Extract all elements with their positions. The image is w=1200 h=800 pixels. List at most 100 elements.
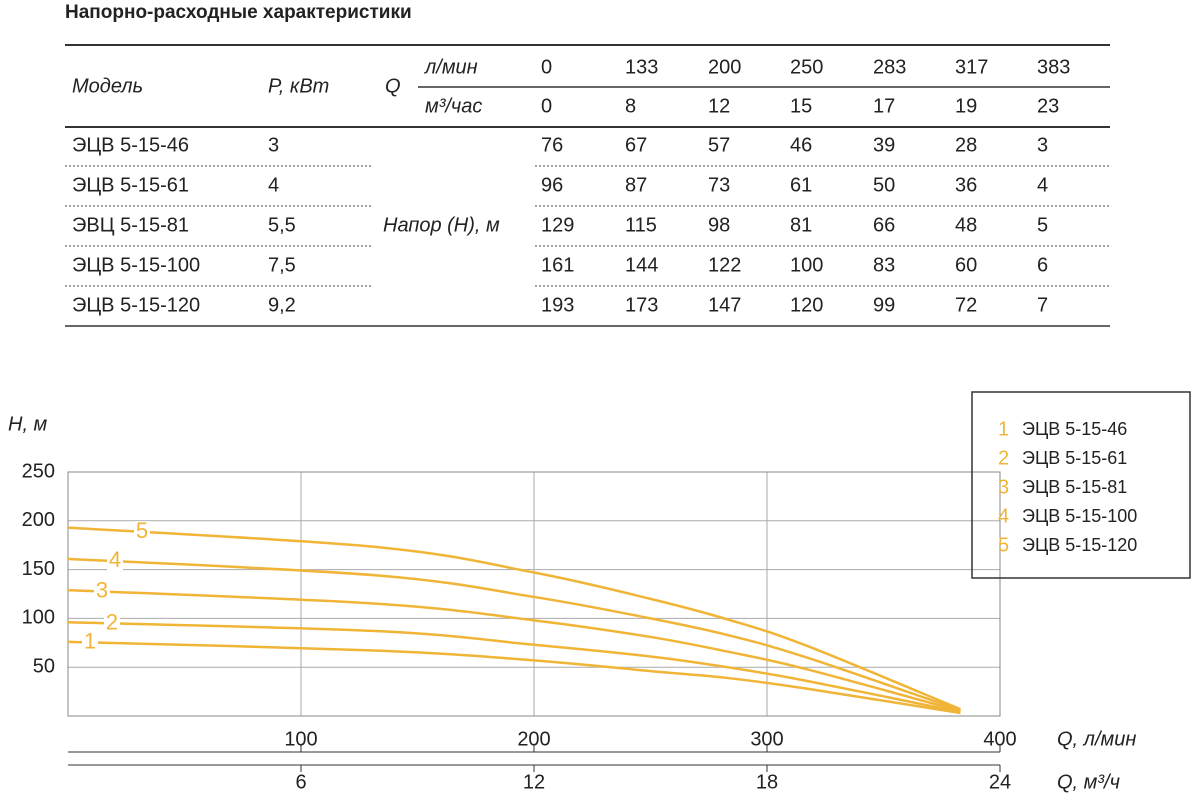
legend-number: 2 [998, 447, 1009, 469]
curve-label: 1 [84, 628, 96, 653]
cell: 73 [708, 174, 730, 196]
legend-label: ЭЦВ 5-15-120 [1022, 535, 1137, 555]
cell: 120 [790, 294, 823, 316]
line [67, 621, 961, 714]
cell: 46 [790, 134, 812, 156]
cell: 36 [955, 174, 977, 196]
legend [971, 391, 1191, 579]
cell: 57 [708, 134, 730, 156]
cell: 60 [955, 254, 977, 276]
cell: 6 [1037, 254, 1048, 276]
title: Напорно-расходные характеристики [65, 2, 412, 23]
cell: 5,5 [268, 214, 296, 236]
cell: 144 [625, 254, 658, 276]
x2-tick-label: 12 [523, 771, 545, 793]
cell: 76 [541, 134, 563, 156]
cell: 9,2 [268, 294, 296, 316]
legend-label: ЭЦВ 5-15-61 [1022, 448, 1127, 468]
cell: 115 [625, 214, 657, 236]
cell: ЭЦВ 5-15-100 [72, 254, 200, 276]
x-tick-label: 100 [284, 728, 317, 750]
header-cell: 317 [955, 56, 988, 78]
cell: 81 [790, 214, 812, 236]
label-bg [82, 631, 98, 654]
legend-label: ЭЦВ 5-15-46 [1022, 419, 1127, 439]
label-bg [104, 612, 120, 635]
x-tick-label: 400 [983, 728, 1016, 750]
header-cell: P, кВт [268, 75, 329, 97]
cell: 39 [873, 134, 895, 156]
header-cell: 250 [790, 56, 823, 78]
x2-axis-label: Q, м³/ч [1057, 771, 1120, 793]
cell: 96 [541, 174, 563, 196]
x-tick-label: 300 [750, 728, 783, 750]
x2-tick-label: 24 [989, 771, 1011, 793]
cell: 173 [625, 294, 658, 316]
cell: 129 [541, 214, 574, 236]
cell: 4 [1037, 174, 1048, 196]
label-bg [94, 580, 110, 603]
cell: 50 [873, 174, 895, 196]
cell: 61 [790, 174, 812, 196]
cell: ЭЦВ 5-15-61 [72, 174, 189, 196]
y-tick-label: 150 [22, 558, 55, 580]
curve-label: 4 [109, 547, 121, 572]
header-cell: 200 [708, 56, 741, 78]
line [67, 588, 961, 713]
cell: 7,5 [268, 254, 296, 276]
x2-tick-label: 6 [295, 771, 306, 793]
cell: 5 [1037, 214, 1048, 236]
cell: Напор (Н), м [383, 214, 500, 236]
x-tick-label: 200 [517, 728, 550, 750]
cell: 67 [625, 134, 647, 156]
cell: 28 [955, 134, 977, 156]
cell: 161 [541, 254, 574, 276]
legend-label: ЭЦВ 5-15-100 [1022, 506, 1137, 526]
cell: 100 [790, 254, 823, 276]
cell: 72 [955, 294, 977, 316]
header-cell: 8 [625, 95, 636, 117]
header-cell: л/мин [424, 56, 478, 78]
header-cell: 12 [708, 95, 730, 117]
line [67, 640, 961, 715]
header-cell: 23 [1037, 95, 1059, 117]
cell: 83 [873, 254, 895, 276]
y-tick-label: 250 [22, 460, 55, 482]
header-cell: 19 [955, 95, 977, 117]
header-cell: Q [385, 75, 401, 97]
line [67, 526, 961, 711]
cell: 122 [708, 254, 741, 276]
cell: ЭВЦ 5-15-81 [72, 214, 189, 236]
cell: ЭЦВ 5-15-120 [72, 294, 200, 316]
cell: 87 [625, 174, 647, 196]
curve-label: 5 [136, 518, 148, 543]
cell: 7 [1037, 294, 1048, 316]
legend-label: ЭЦВ 5-15-81 [1022, 477, 1127, 497]
y-tick-label: 100 [22, 607, 55, 629]
cell: 98 [708, 214, 730, 236]
y-tick-label: 50 [33, 655, 55, 677]
label-bg [107, 550, 123, 573]
legend-number: 1 [998, 418, 1009, 440]
plot-frame [67, 471, 1001, 717]
header-cell: Модель [72, 75, 143, 97]
curve-label: 3 [96, 577, 108, 602]
header-cell: 383 [1037, 56, 1070, 78]
cell: 66 [873, 214, 895, 236]
cell: 99 [873, 294, 895, 316]
cell: 4 [268, 174, 279, 196]
header-cell: 283 [873, 56, 906, 78]
header-cell: м³/час [425, 95, 482, 117]
legend-number: 3 [998, 476, 1009, 498]
cell: 193 [541, 294, 574, 316]
cell: 3 [1037, 134, 1048, 156]
header-cell: 0 [541, 95, 552, 117]
cell: 3 [268, 134, 279, 156]
curve-label: 2 [106, 609, 118, 634]
header-cell: 133 [625, 56, 658, 78]
cell: 48 [955, 214, 977, 236]
label-bg [134, 521, 150, 544]
line [67, 557, 961, 712]
